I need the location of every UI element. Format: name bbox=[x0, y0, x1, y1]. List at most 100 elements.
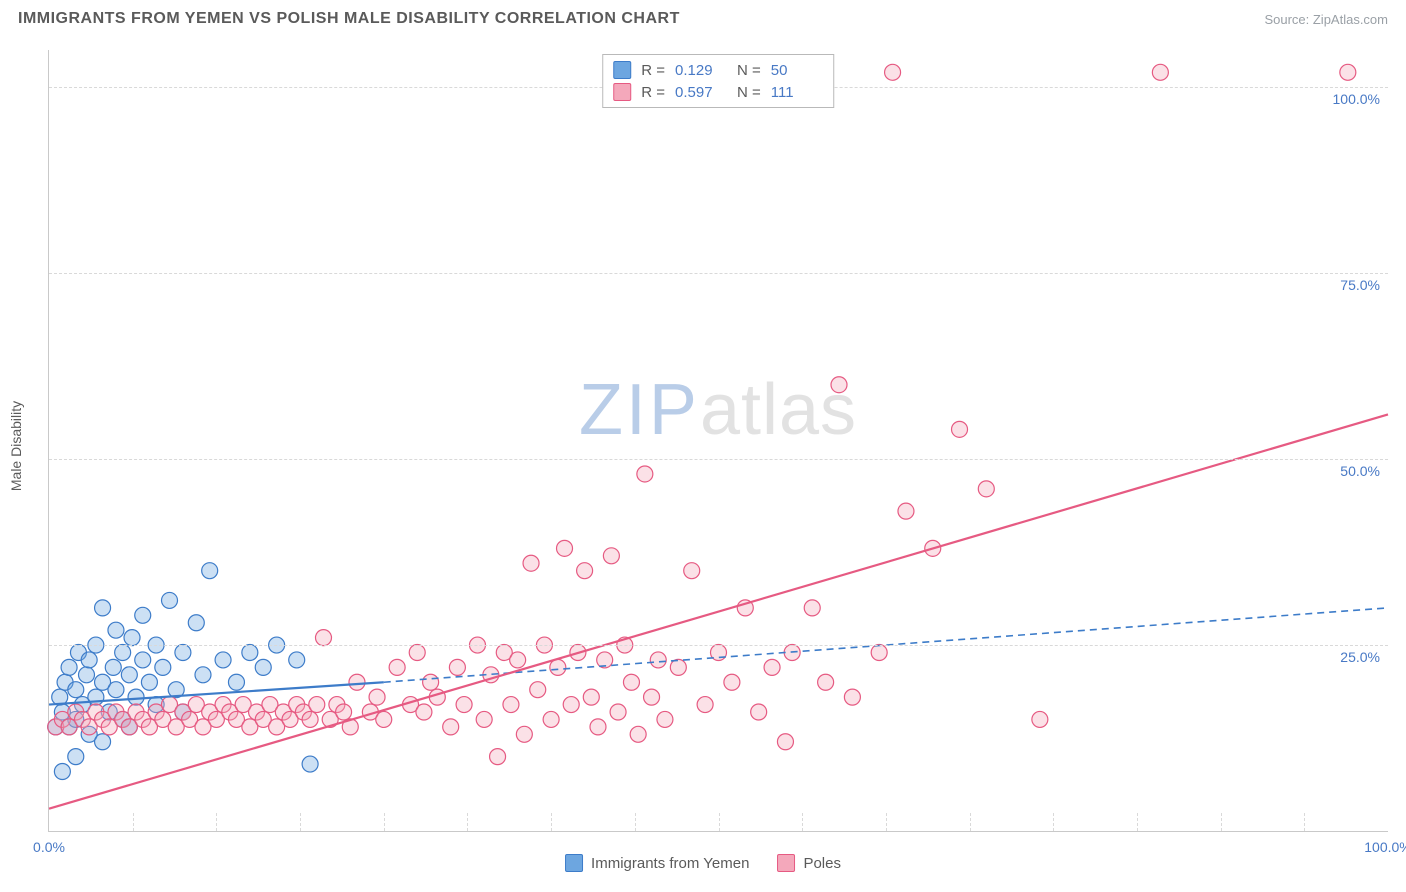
scatter-point bbox=[255, 659, 271, 675]
legend-r-value: 0.129 bbox=[675, 62, 727, 79]
legend-swatch bbox=[613, 83, 631, 101]
gridline-vertical bbox=[1221, 813, 1222, 831]
scatter-point bbox=[844, 689, 860, 705]
scatter-point bbox=[68, 749, 84, 765]
gridline-horizontal bbox=[49, 273, 1388, 274]
scatter-point bbox=[443, 719, 459, 735]
scatter-point bbox=[68, 682, 84, 698]
scatter-point bbox=[155, 659, 171, 675]
series-legend: Immigrants from Yemen Poles bbox=[565, 854, 841, 872]
scatter-point bbox=[630, 726, 646, 742]
gridline-vertical bbox=[719, 813, 720, 831]
scatter-point bbox=[61, 659, 77, 675]
gridline-vertical bbox=[133, 813, 134, 831]
legend-n-label: N = bbox=[737, 62, 761, 79]
scatter-point bbox=[885, 64, 901, 80]
scatter-point bbox=[1032, 711, 1048, 727]
scatter-point bbox=[78, 667, 94, 683]
y-tick-label: 75.0% bbox=[1340, 277, 1380, 293]
scatter-point bbox=[202, 563, 218, 579]
scatter-point bbox=[1340, 64, 1356, 80]
scatter-point bbox=[637, 466, 653, 482]
scatter-point bbox=[557, 540, 573, 556]
scatter-point bbox=[188, 615, 204, 631]
scatter-point bbox=[590, 719, 606, 735]
scatter-point bbox=[670, 659, 686, 675]
legend-n-label: N = bbox=[737, 84, 761, 101]
scatter-point bbox=[550, 659, 566, 675]
legend-series-name: Immigrants from Yemen bbox=[591, 855, 749, 872]
scatter-point bbox=[724, 674, 740, 690]
legend-r-label: R = bbox=[641, 62, 665, 79]
scatter-point bbox=[228, 674, 244, 690]
scatter-point bbox=[349, 674, 365, 690]
scatter-point bbox=[95, 734, 111, 750]
chart-title: IMMIGRANTS FROM YEMEN VS POLISH MALE DIS… bbox=[18, 10, 680, 28]
scatter-point bbox=[751, 704, 767, 720]
scatter-point bbox=[416, 704, 432, 720]
scatter-point bbox=[777, 734, 793, 750]
legend-swatch bbox=[565, 854, 583, 872]
gridline-horizontal bbox=[49, 459, 1388, 460]
scatter-point bbox=[623, 674, 639, 690]
scatter-point bbox=[523, 555, 539, 571]
scatter-point bbox=[530, 682, 546, 698]
legend-swatch bbox=[613, 61, 631, 79]
scatter-point bbox=[577, 563, 593, 579]
scatter-point bbox=[128, 689, 144, 705]
chart-svg bbox=[49, 50, 1388, 831]
scatter-point bbox=[81, 652, 97, 668]
scatter-point bbox=[302, 711, 318, 727]
scatter-point bbox=[871, 644, 887, 660]
gridline-vertical bbox=[970, 813, 971, 831]
scatter-point bbox=[978, 481, 994, 497]
scatter-point bbox=[603, 548, 619, 564]
legend-row: R = 0.129 N = 50 bbox=[613, 59, 823, 81]
scatter-point bbox=[952, 421, 968, 437]
chart-area: ZIPatlas 25.0%50.0%75.0%100.0%0.0%100.0%… bbox=[48, 50, 1388, 832]
plot-area: 25.0%50.0%75.0%100.0%0.0%100.0% bbox=[48, 50, 1388, 832]
scatter-point bbox=[369, 689, 385, 705]
gridline-vertical bbox=[467, 813, 468, 831]
legend-n-value: 111 bbox=[771, 84, 823, 101]
scatter-point bbox=[315, 630, 331, 646]
legend-series-name: Poles bbox=[803, 855, 841, 872]
scatter-point bbox=[141, 674, 157, 690]
scatter-point bbox=[831, 377, 847, 393]
y-tick-label: 100.0% bbox=[1333, 91, 1380, 107]
scatter-point bbox=[510, 652, 526, 668]
legend-swatch bbox=[777, 854, 795, 872]
scatter-point bbox=[583, 689, 599, 705]
scatter-point bbox=[818, 674, 834, 690]
scatter-point bbox=[804, 600, 820, 616]
scatter-point bbox=[490, 749, 506, 765]
scatter-point bbox=[95, 600, 111, 616]
scatter-point bbox=[289, 652, 305, 668]
scatter-point bbox=[610, 704, 626, 720]
scatter-point bbox=[302, 756, 318, 772]
scatter-point bbox=[124, 630, 140, 646]
scatter-point bbox=[456, 697, 472, 713]
scatter-point bbox=[115, 644, 131, 660]
gridline-vertical bbox=[635, 813, 636, 831]
scatter-point bbox=[121, 667, 137, 683]
legend-r-value: 0.597 bbox=[675, 84, 727, 101]
legend-row: R =0.597N =111 bbox=[613, 81, 823, 103]
scatter-point bbox=[543, 711, 559, 727]
gridline-vertical bbox=[300, 813, 301, 831]
gridline-vertical bbox=[802, 813, 803, 831]
scatter-point bbox=[764, 659, 780, 675]
y-axis-label: Male Disability bbox=[8, 401, 24, 491]
header: IMMIGRANTS FROM YEMEN VS POLISH MALE DIS… bbox=[0, 0, 1406, 34]
gridline-vertical bbox=[1137, 813, 1138, 831]
scatter-point bbox=[105, 659, 121, 675]
scatter-point bbox=[195, 667, 211, 683]
scatter-point bbox=[175, 644, 191, 660]
scatter-point bbox=[108, 622, 124, 638]
gridline-vertical bbox=[886, 813, 887, 831]
scatter-point bbox=[242, 644, 258, 660]
legend-n-value: 50 bbox=[771, 62, 823, 79]
scatter-point bbox=[162, 592, 178, 608]
scatter-point bbox=[503, 697, 519, 713]
scatter-point bbox=[563, 697, 579, 713]
